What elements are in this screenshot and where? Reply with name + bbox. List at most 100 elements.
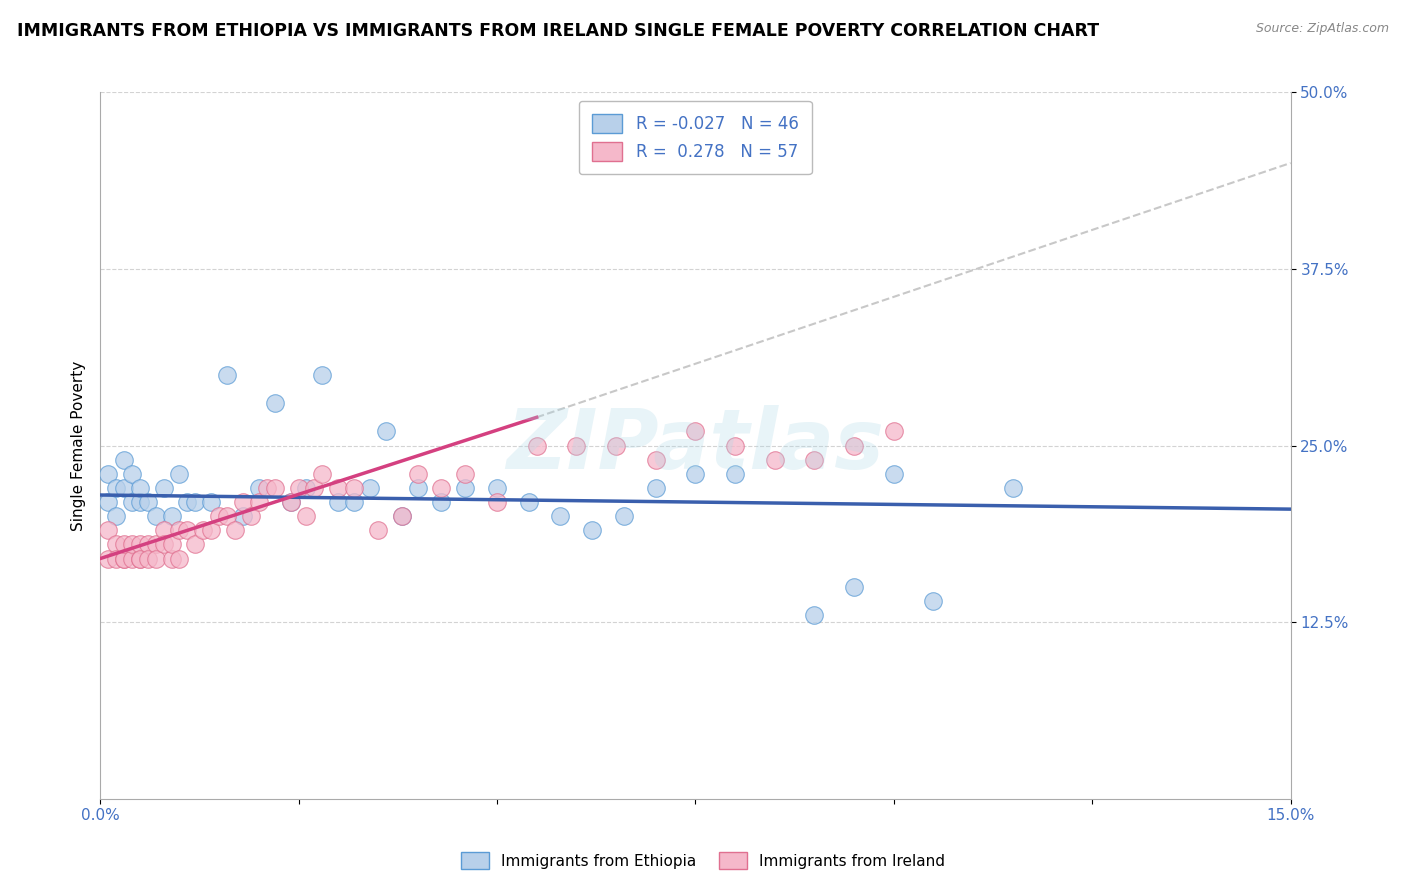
Point xyxy=(208,509,231,524)
Point xyxy=(842,439,865,453)
Text: IMMIGRANTS FROM ETHIOPIA VS IMMIGRANTS FROM IRELAND SINGLE FEMALE POVERTY CORREL: IMMIGRANTS FROM ETHIOPIA VS IMMIGRANTS F… xyxy=(17,22,1099,40)
Point xyxy=(105,551,128,566)
Point xyxy=(263,481,285,495)
Point xyxy=(842,580,865,594)
Point xyxy=(280,495,302,509)
Point xyxy=(128,495,150,509)
Point xyxy=(343,481,366,495)
Point xyxy=(136,551,159,566)
Point xyxy=(605,439,627,453)
Point xyxy=(430,495,453,509)
Point xyxy=(280,495,302,509)
Text: ZIPatlas: ZIPatlas xyxy=(506,405,884,486)
Point xyxy=(136,537,159,551)
Point xyxy=(232,509,254,524)
Point xyxy=(367,524,389,538)
Point xyxy=(724,439,747,453)
Text: Source: ZipAtlas.com: Source: ZipAtlas.com xyxy=(1256,22,1389,36)
Point xyxy=(97,524,120,538)
Point xyxy=(217,368,239,382)
Point xyxy=(526,439,548,453)
Point xyxy=(169,551,191,566)
Point xyxy=(239,509,262,524)
Point xyxy=(128,481,150,495)
Point xyxy=(803,608,825,623)
Point xyxy=(121,495,143,509)
Point xyxy=(184,495,207,509)
Point xyxy=(485,481,508,495)
Point xyxy=(565,439,588,453)
Point xyxy=(295,481,318,495)
Point xyxy=(200,495,222,509)
Point xyxy=(763,452,786,467)
Point xyxy=(517,495,540,509)
Point xyxy=(430,481,453,495)
Point xyxy=(169,524,191,538)
Point xyxy=(485,495,508,509)
Point xyxy=(311,368,333,382)
Point xyxy=(454,481,477,495)
Point xyxy=(247,481,270,495)
Point xyxy=(121,551,143,566)
Point xyxy=(263,396,285,410)
Point xyxy=(112,551,135,566)
Point xyxy=(311,467,333,481)
Point xyxy=(176,524,198,538)
Point xyxy=(328,495,350,509)
Point xyxy=(121,467,143,481)
Point xyxy=(217,509,239,524)
Point xyxy=(454,467,477,481)
Point xyxy=(644,481,666,495)
Point xyxy=(128,551,150,566)
Point xyxy=(247,495,270,509)
Point xyxy=(724,467,747,481)
Point xyxy=(343,495,366,509)
Point xyxy=(136,495,159,509)
Point xyxy=(304,481,326,495)
Point xyxy=(374,425,396,439)
Point xyxy=(121,537,143,551)
Point xyxy=(152,537,174,551)
Point xyxy=(232,495,254,509)
Point xyxy=(128,551,150,566)
Point xyxy=(160,537,183,551)
Point xyxy=(112,551,135,566)
Point xyxy=(97,467,120,481)
Point xyxy=(112,537,135,551)
Point xyxy=(97,495,120,509)
Point xyxy=(406,467,429,481)
Point xyxy=(644,452,666,467)
Point xyxy=(803,452,825,467)
Point xyxy=(176,495,198,509)
Point xyxy=(112,452,135,467)
Point xyxy=(145,509,167,524)
Point xyxy=(193,524,215,538)
Point xyxy=(1001,481,1024,495)
Point xyxy=(184,537,207,551)
Point xyxy=(152,524,174,538)
Point xyxy=(145,537,167,551)
Point xyxy=(224,524,246,538)
Point xyxy=(391,509,413,524)
Point xyxy=(391,509,413,524)
Point xyxy=(287,481,309,495)
Point xyxy=(685,467,707,481)
Point xyxy=(105,509,128,524)
Point xyxy=(128,537,150,551)
Legend: R = -0.027   N = 46, R =  0.278   N = 57: R = -0.027 N = 46, R = 0.278 N = 57 xyxy=(579,101,811,174)
Point xyxy=(328,481,350,495)
Point xyxy=(105,537,128,551)
Point xyxy=(883,425,905,439)
Y-axis label: Single Female Poverty: Single Female Poverty xyxy=(72,360,86,531)
Point xyxy=(613,509,636,524)
Point xyxy=(581,524,603,538)
Point xyxy=(200,524,222,538)
Point xyxy=(256,481,278,495)
Point xyxy=(550,509,572,524)
Point xyxy=(152,481,174,495)
Point xyxy=(145,551,167,566)
Point xyxy=(406,481,429,495)
Point xyxy=(160,551,183,566)
Point xyxy=(295,509,318,524)
Legend: Immigrants from Ethiopia, Immigrants from Ireland: Immigrants from Ethiopia, Immigrants fro… xyxy=(456,846,950,875)
